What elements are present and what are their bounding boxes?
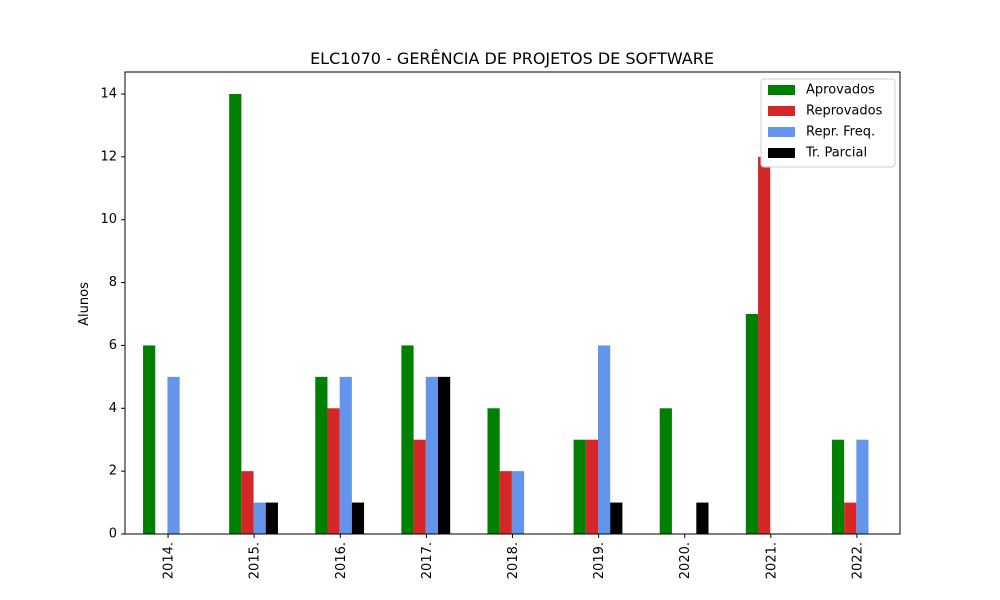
bar-aprovados-2021 [745, 314, 759, 534]
x-tick-label: 2021. [764, 542, 779, 579]
bar-aprovados-2022 [831, 439, 845, 534]
x-tick-label: 2017. [420, 542, 435, 579]
bar-repr-freq-2015 [253, 502, 266, 534]
bar-tr-parcial-2016 [351, 502, 365, 534]
legend-swatch [768, 127, 795, 137]
bar-repr-freq-2016 [339, 376, 352, 534]
y-tick-label: 8 [109, 275, 117, 290]
bar-aprovados-2019 [573, 439, 586, 534]
x-tick-label: 2019. [592, 542, 607, 579]
bar-reprovados-2019 [585, 439, 598, 534]
y-tick-label: 14 [100, 87, 117, 102]
bar-reprovados-2017 [413, 439, 426, 534]
legend-box [760, 78, 896, 168]
bar-aprovados-2017 [401, 345, 414, 534]
bar-repr-freq-2018 [511, 471, 525, 534]
chart-title: ELC1070 - GERÊNCIA DE PROJETOS DE SOFTWA… [310, 49, 714, 68]
bar-reprovados-2015 [241, 471, 254, 534]
bar-tr-parcial-2015 [265, 502, 278, 534]
x-tick-label: 2018. [506, 542, 521, 579]
bar-reprovados-2022 [844, 502, 857, 534]
y-axis-label: Alunos [77, 282, 92, 326]
bar-reprovados-2021 [758, 156, 771, 535]
x-tick-label: 2015. [248, 542, 263, 579]
bar-tr-parcial-2020 [696, 502, 709, 534]
x-axis: 2014. 2015. 2016. 2017. 2018. 2019. 2020. 2021.… [162, 534, 865, 579]
x-tick-label: 2020. [678, 542, 693, 579]
y-tick-label: 2 [109, 464, 117, 479]
y-tick-label: 12 [100, 149, 117, 164]
x-tick-label: 2016. [334, 542, 349, 579]
bar-tr-parcial-2019 [610, 502, 623, 534]
bar-aprovados-2018 [487, 408, 500, 534]
legend-label: Tr. Parcial [805, 146, 867, 161]
bars-group [143, 94, 869, 535]
bar-tr-parcial-2017 [437, 376, 451, 534]
x-tick-label: 2022. [850, 542, 865, 579]
legend: Aprovados Reprovados Repr. Freq. Tr. Parcia… [760, 78, 896, 168]
plot-frame [124, 71, 901, 535]
y-tick-label: 4 [109, 401, 117, 416]
bar-repr-freq-2022 [856, 439, 869, 534]
y-tick-label: 6 [109, 338, 117, 353]
bar-repr-freq-2019 [598, 345, 611, 534]
y-tick-label: 10 [100, 212, 117, 227]
legend-label: Reprovados [806, 104, 883, 119]
bar-aprovados-2015 [229, 94, 242, 534]
bar-aprovados-2014 [143, 345, 156, 534]
y-tick-label: 0 [109, 527, 117, 542]
legend-swatch [768, 106, 795, 116]
legend-label: Aprovados [806, 83, 875, 98]
bar-repr-freq-2017 [425, 376, 438, 534]
legend-swatch [768, 148, 795, 158]
bar-repr-freq-2014 [167, 376, 180, 534]
bar-aprovados-2016 [315, 376, 328, 534]
bar-reprovados-2018 [499, 471, 512, 534]
legend-swatch [768, 85, 795, 95]
bar-reprovados-2016 [327, 408, 340, 534]
y-axis: 0 2 4 6 8 10 12 14 [100, 87, 125, 542]
legend-label: Repr. Freq. [806, 125, 875, 140]
x-tick-label: 2014. [162, 542, 177, 579]
bar-aprovados-2020 [659, 408, 672, 534]
